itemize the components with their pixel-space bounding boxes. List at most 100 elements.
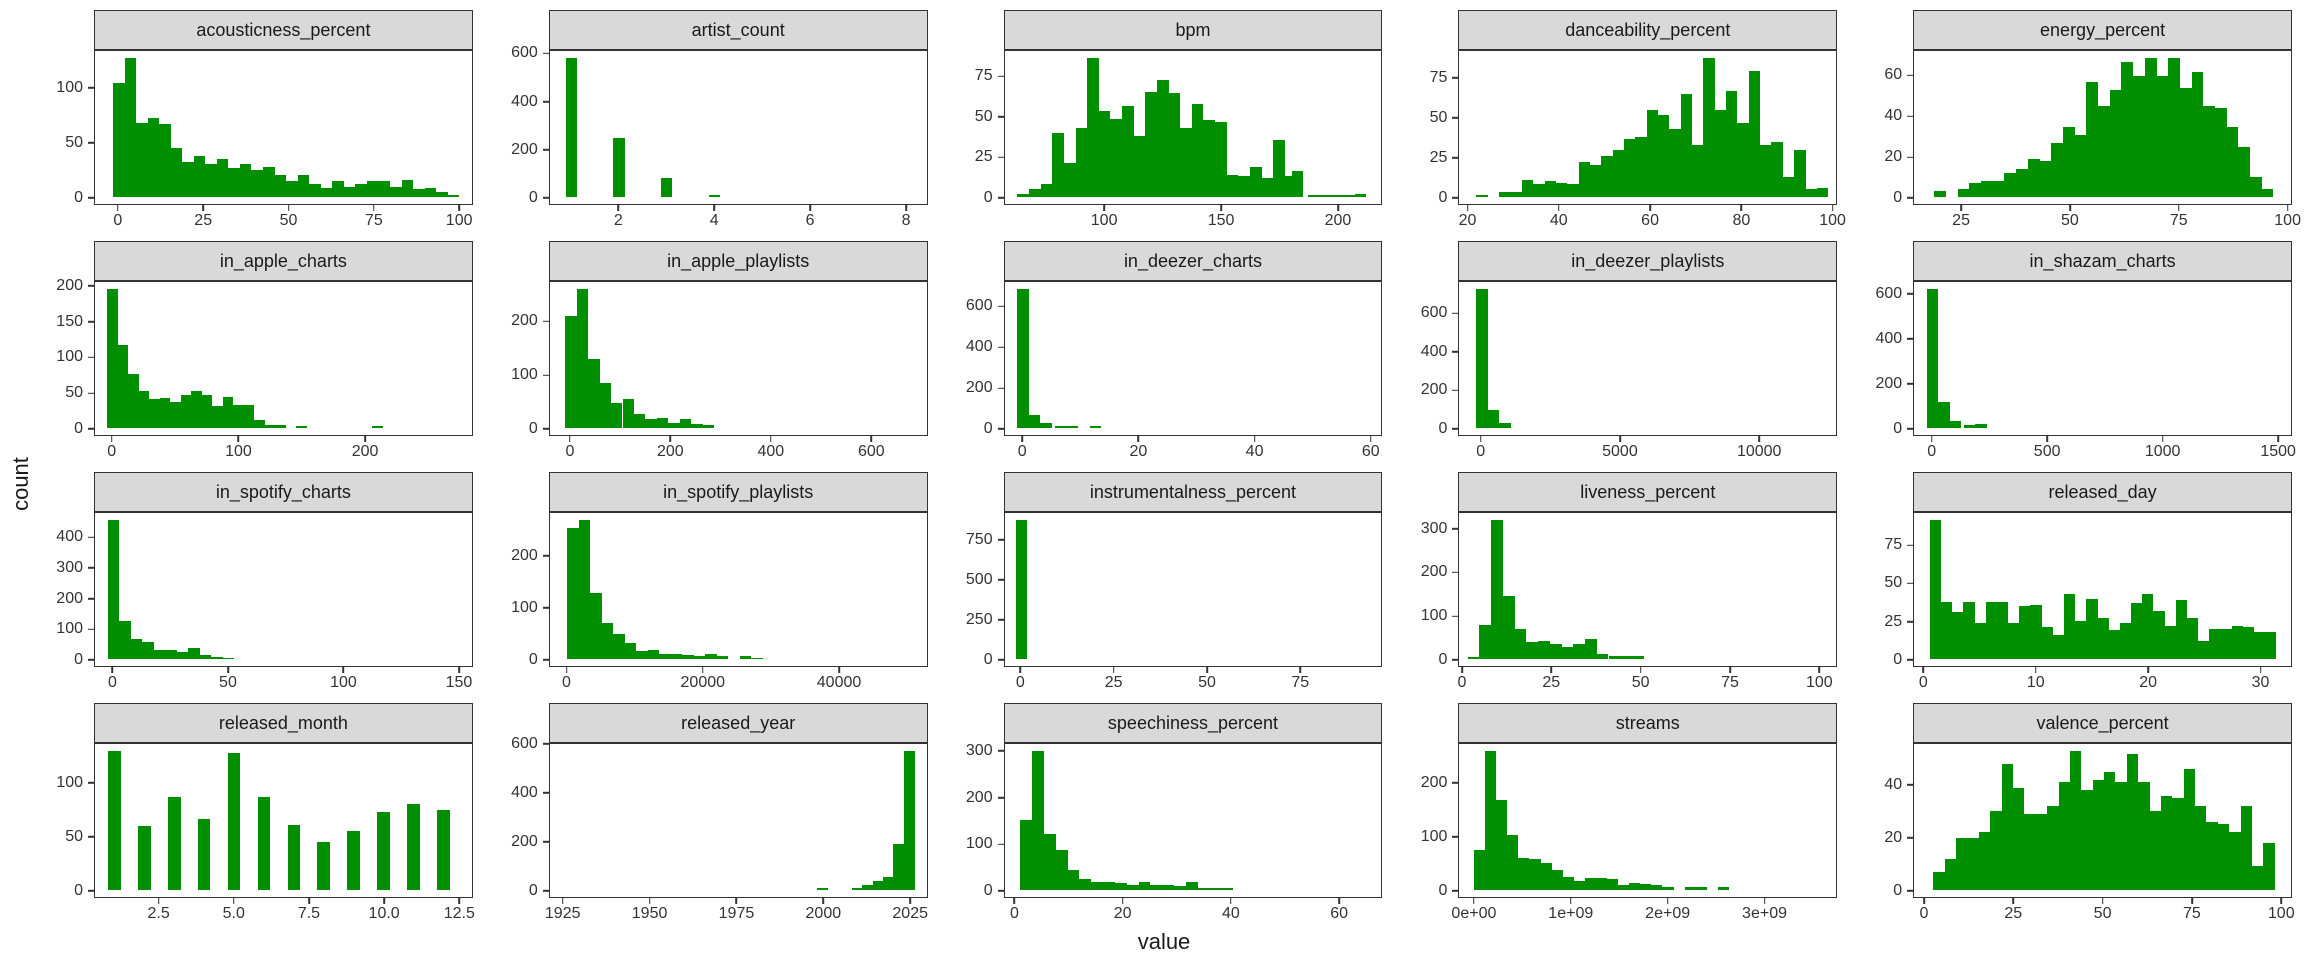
facet-panel: released_day 0 25 50 75 0 10 20 30 — [1855, 472, 2292, 695]
x-tick-mark — [287, 205, 290, 211]
x-tick-label: 80 — [1732, 212, 1751, 229]
histogram-bar — [1934, 191, 1946, 198]
histogram-bar — [1518, 857, 1530, 891]
histogram-bar — [2052, 634, 2064, 660]
x-tick-mark — [909, 898, 911, 904]
y-tick-label: 40 — [1884, 107, 1903, 125]
histogram-bar — [2035, 813, 2048, 891]
y-tick-label: 600 — [511, 734, 538, 752]
y-tick-label: 300 — [56, 559, 83, 577]
y-axis: 0 200 400 600 — [1400, 281, 1459, 436]
x-tick-mark — [2069, 205, 2071, 211]
histogram-bar — [2240, 806, 2252, 891]
histogram-bar — [378, 180, 390, 198]
histogram-bar — [1938, 402, 1950, 429]
histogram-bar — [1467, 656, 1480, 660]
x-axis-title-container: value — [36, 926, 2292, 958]
x-tick-mark — [1230, 898, 1232, 904]
histogram-bar — [227, 753, 241, 891]
y-tick-label: 200 — [1875, 374, 1903, 392]
histogram-bar — [1331, 195, 1343, 198]
x-tick-label: 10000 — [1736, 443, 1782, 460]
x-tick-mark — [373, 205, 375, 211]
histogram-bar — [751, 657, 763, 660]
histogram-bar — [366, 180, 379, 198]
x-tick-label: 20 — [2139, 674, 2157, 691]
y-tick-label: 20 — [1884, 828, 1903, 846]
plot-area — [94, 50, 473, 205]
histogram-bar — [1996, 601, 2009, 660]
histogram-bar — [2069, 750, 2082, 891]
y-tick-mark — [88, 285, 94, 287]
x-tick-label: 0 — [1918, 674, 1928, 691]
y-tick-mark — [1452, 77, 1459, 79]
histogram-bar — [130, 639, 143, 660]
x-tick-label: 40 — [1245, 443, 1264, 460]
histogram-bar — [1499, 423, 1512, 429]
histogram-bar — [1510, 192, 1522, 198]
histogram-bar — [2214, 108, 2227, 198]
y-tick-label: 0 — [1893, 188, 1903, 206]
x-tick-mark — [1479, 436, 1482, 442]
y-tick-label: 50 — [1429, 108, 1448, 126]
histogram-bar — [1703, 57, 1715, 198]
x-tick-mark — [227, 667, 229, 673]
histogram-bar — [243, 405, 255, 429]
x-tick-mark — [458, 667, 460, 673]
y-tick-mark — [1452, 659, 1459, 661]
histogram-bar — [1618, 884, 1630, 891]
x-tick-mark — [2101, 898, 2104, 904]
histogram-bar — [1562, 876, 1574, 891]
y-tick-label: 0 — [983, 650, 993, 668]
y-tick-label: 75 — [974, 67, 993, 85]
histogram-bar — [1054, 425, 1067, 429]
histogram-bar — [2062, 126, 2075, 198]
histogram-bar — [159, 124, 171, 198]
facet-title: in_apple_playlists — [667, 250, 810, 271]
histogram-bar — [159, 397, 171, 429]
histogram-bar — [599, 383, 611, 429]
histogram-bar — [2051, 142, 2063, 198]
plot-area — [94, 512, 473, 667]
x-tick-label: 0 — [108, 674, 117, 691]
histogram-bar — [1162, 885, 1175, 891]
y-tick-label: 200 — [56, 589, 83, 607]
x-tick-label: 75 — [1721, 674, 1739, 691]
x-tick-label: 0 — [565, 443, 575, 460]
x-tick-mark — [2280, 898, 2283, 904]
y-tick-mark — [997, 579, 1004, 581]
x-tick-label: 75 — [2183, 905, 2201, 922]
y-tick-mark — [1452, 117, 1459, 119]
x-tick-label: 30 — [2251, 674, 2270, 691]
x-tick-label: 75 — [2169, 212, 2188, 229]
x-tick-label: 1000 — [2144, 443, 2181, 460]
facet-strip: in_apple_charts — [94, 241, 473, 281]
facet-strip: acousticness_percent — [94, 10, 473, 50]
facet-panel: acousticness_percent 0 50 100 0 25 50 75 100 — [36, 10, 473, 233]
histogram-bar — [222, 396, 234, 429]
histogram-bar — [1975, 424, 1987, 429]
histogram-bar — [2138, 782, 2150, 891]
y-tick-mark — [542, 743, 549, 745]
y-axis: 0 100 200 — [1400, 743, 1459, 898]
y-tick-label: 100 — [56, 78, 83, 96]
y-tick-mark — [542, 792, 549, 794]
y-tick-mark — [88, 536, 94, 539]
facet-title: energy_percent — [2040, 19, 2166, 40]
histogram-bar — [1623, 138, 1636, 198]
y-tick-mark — [1452, 389, 1459, 392]
histogram-bar — [1589, 165, 1602, 198]
histogram-bar — [2168, 57, 2180, 198]
histogram-bar — [1475, 288, 1488, 429]
y-tick-label: 0 — [1893, 650, 1903, 668]
x-tick-label: 25 — [194, 212, 213, 229]
histogram-bar — [1957, 188, 1970, 198]
x-tick-mark — [2177, 205, 2180, 211]
y-tick-label: 75 — [1884, 536, 1903, 554]
facet-title: instrumentalness_percent — [1089, 481, 1297, 502]
histogram-bar — [1596, 653, 1609, 660]
plot-area — [548, 281, 928, 436]
x-tick-mark — [342, 667, 345, 673]
histogram-bar — [1526, 641, 1539, 660]
x-tick-mark — [110, 436, 113, 442]
